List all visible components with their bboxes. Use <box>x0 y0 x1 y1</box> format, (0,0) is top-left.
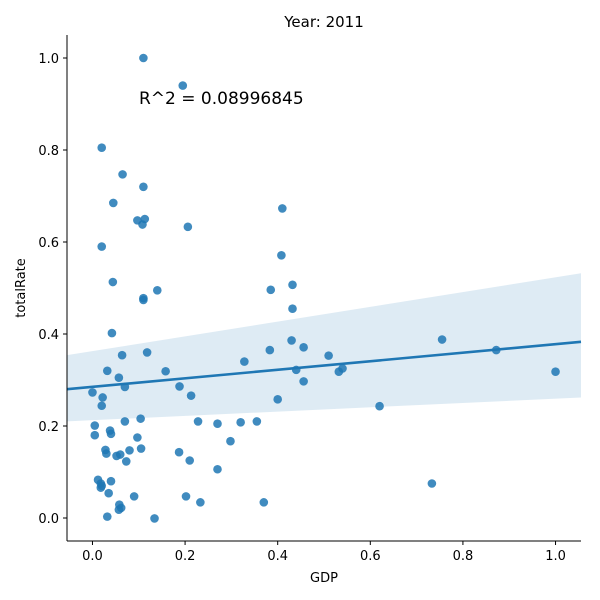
data-point <box>97 401 107 411</box>
y-tick-label: 0.4 <box>38 328 59 343</box>
data-point <box>299 377 308 386</box>
x-tick-label: 0.0 <box>82 549 103 564</box>
data-point <box>90 430 100 440</box>
data-point <box>186 391 196 400</box>
y-tick-label: 0.6 <box>38 236 59 251</box>
data-point <box>97 242 107 251</box>
data-point <box>183 222 193 232</box>
regression-line <box>66 340 582 391</box>
data-point <box>375 401 384 411</box>
data-point <box>299 343 308 352</box>
data-point <box>118 170 127 179</box>
data-point <box>277 251 286 260</box>
data-point <box>226 436 235 446</box>
data-point <box>278 204 287 213</box>
data-point <box>133 433 142 442</box>
data-point <box>175 382 184 391</box>
data-point <box>139 295 148 305</box>
data-point <box>551 367 560 377</box>
data-point <box>136 444 146 453</box>
data-point <box>106 476 116 486</box>
y-tick-label: 0.8 <box>38 144 59 159</box>
data-point <box>150 514 159 523</box>
data-point <box>121 457 131 466</box>
data-point <box>181 492 191 501</box>
data-point <box>185 456 195 465</box>
x-axis-label: GDP <box>310 571 338 586</box>
data-point <box>252 417 262 426</box>
data-point <box>102 366 112 376</box>
data-point <box>266 285 276 295</box>
data-point <box>273 395 282 404</box>
chart-title: Year: 2011 <box>283 13 364 31</box>
points-layer <box>88 53 560 523</box>
data-point <box>324 351 333 360</box>
data-point <box>161 366 170 376</box>
data-point <box>139 182 148 192</box>
data-point <box>240 357 249 366</box>
data-point <box>114 505 124 515</box>
regression-line-layer <box>66 340 582 391</box>
data-point <box>120 417 130 426</box>
x-tick-label: 0.4 <box>267 549 288 564</box>
data-point <box>288 280 297 290</box>
data-point <box>174 447 184 457</box>
y-tick-label: 0.2 <box>38 420 59 435</box>
ticks-layer: 0.0 0.2 0.4 0.6 0.8 1.0 0.0 0.2 0.4 0.6 0.8 1.0 <box>38 52 566 564</box>
data-point <box>129 492 139 501</box>
data-point <box>259 498 269 507</box>
data-point <box>136 414 145 423</box>
data-point <box>102 449 111 458</box>
data-point <box>288 304 297 314</box>
x-tick-label: 0.6 <box>360 549 381 564</box>
data-point <box>98 393 107 402</box>
data-point <box>152 286 162 295</box>
data-point <box>178 81 188 90</box>
data-point <box>107 328 117 338</box>
x-tick-label: 1.0 <box>545 549 566 564</box>
data-point <box>90 421 100 430</box>
confidence-band <box>67 273 581 422</box>
data-point <box>114 373 124 383</box>
data-point <box>287 336 296 345</box>
data-point <box>106 429 116 439</box>
axes-layer <box>66 35 581 542</box>
y-axis-label: totalRate <box>14 258 29 318</box>
data-point <box>193 417 203 426</box>
data-point <box>334 367 344 377</box>
data-point <box>109 198 118 208</box>
data-point <box>108 277 118 287</box>
confidence-band-layer <box>67 273 581 422</box>
x-tick-label: 0.8 <box>453 549 474 564</box>
data-point <box>437 335 447 344</box>
data-point <box>427 479 437 488</box>
data-point <box>102 512 112 521</box>
data-point <box>125 446 134 455</box>
data-point <box>96 483 106 492</box>
data-point <box>142 348 152 357</box>
data-point <box>138 220 147 229</box>
y-tick-label: 1.0 <box>38 52 59 67</box>
x-tick-label: 0.2 <box>175 549 196 564</box>
data-point <box>117 350 127 360</box>
data-point <box>97 143 107 152</box>
data-point <box>236 418 245 427</box>
data-point <box>104 488 113 498</box>
data-point <box>139 53 148 63</box>
data-point <box>112 451 121 461</box>
y-tick-label: 0.0 <box>38 512 59 527</box>
data-point <box>265 345 275 355</box>
r-squared-annotation: R^2 = 0.08996845 <box>139 89 304 109</box>
data-point <box>213 464 222 474</box>
data-point <box>196 498 205 507</box>
data-point <box>213 419 222 429</box>
data-point <box>88 388 97 397</box>
